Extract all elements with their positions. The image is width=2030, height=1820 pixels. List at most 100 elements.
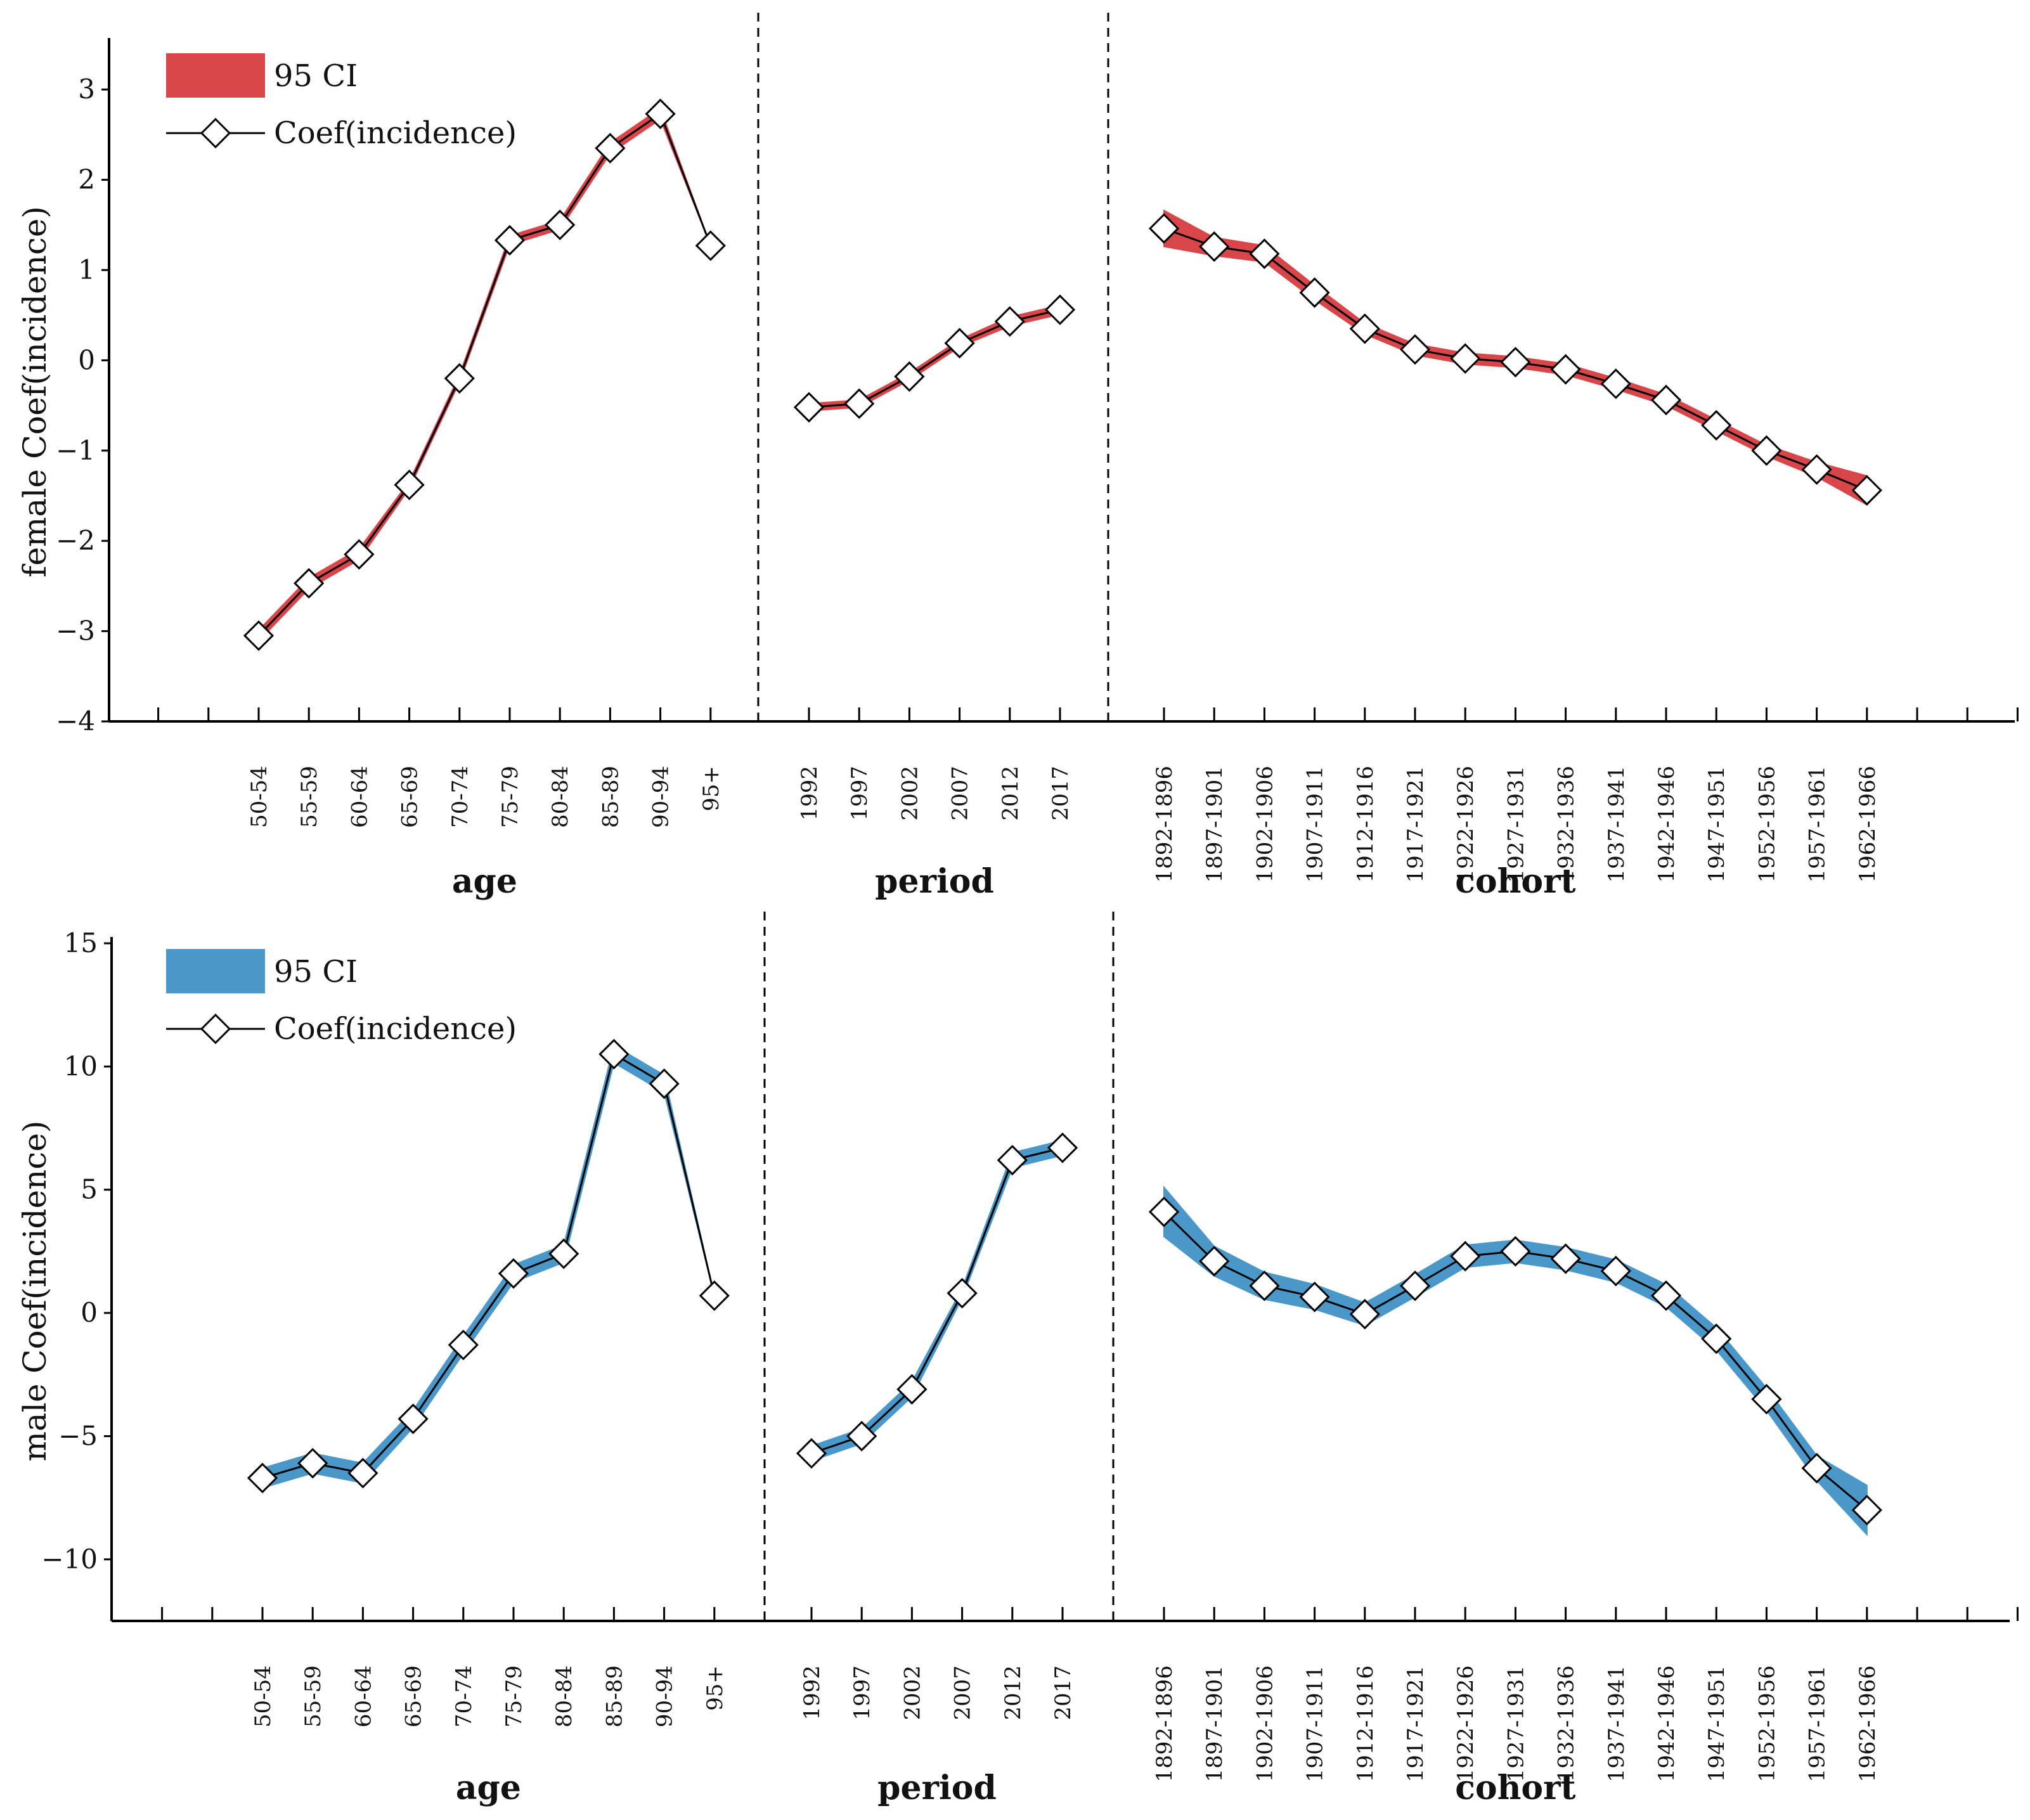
data-point-marker bbox=[645, 98, 676, 129]
data-point-marker bbox=[598, 1038, 630, 1070]
x-tick-label: 50-54 bbox=[247, 766, 272, 828]
y-axis-title: female Coef(incidence) bbox=[16, 206, 53, 578]
data-point-marker bbox=[844, 388, 875, 419]
legend: 95 CI Coef(incidence) bbox=[166, 53, 517, 151]
x-tick-label: 70-74 bbox=[451, 1665, 477, 1727]
data-point-marker bbox=[1851, 1494, 1882, 1526]
x-tick-label: 1907-1911 bbox=[1303, 766, 1328, 883]
data-point-marker bbox=[1600, 368, 1631, 399]
data-point-marker bbox=[1450, 1241, 1481, 1272]
legend-ci-label: 95 CI bbox=[274, 954, 358, 990]
data-point-marker bbox=[498, 1258, 529, 1289]
data-point-marker bbox=[896, 1374, 928, 1405]
x-tick-label: 1922-1926 bbox=[1453, 1665, 1478, 1783]
data-point-marker bbox=[793, 392, 825, 423]
data-point-marker bbox=[1500, 347, 1531, 378]
x-tick-label: 1997 bbox=[850, 1665, 875, 1720]
data-point-marker bbox=[1600, 1255, 1631, 1287]
legend: 95 CI Coef(incidence) bbox=[166, 949, 517, 1047]
y-tick-label: 3 bbox=[78, 74, 95, 105]
x-tick-label: 1912-1916 bbox=[1353, 1665, 1378, 1783]
data-point-marker bbox=[1851, 475, 1882, 506]
y-tick-label: −3 bbox=[56, 616, 95, 647]
y-tick-label: −2 bbox=[56, 525, 95, 556]
data-point-marker bbox=[1399, 334, 1431, 365]
data-point-marker bbox=[695, 230, 726, 261]
x-tick-label: 2002 bbox=[900, 1665, 925, 1720]
data-point-marker bbox=[1751, 1384, 1782, 1415]
legend-line-label: Coef(incidence) bbox=[274, 115, 517, 151]
data-point-marker bbox=[297, 1448, 328, 1479]
y-tick-label: 2 bbox=[78, 164, 95, 195]
x-tick-label: 1957-1961 bbox=[1805, 766, 1830, 883]
y-tick-label: −1 bbox=[56, 435, 95, 466]
x-tick-label: 2002 bbox=[897, 766, 922, 821]
data-point-marker bbox=[846, 1421, 877, 1452]
x-tick-label: 65-69 bbox=[398, 766, 423, 828]
x-tick-label: 1917-1921 bbox=[1403, 1665, 1428, 1783]
x-tick-label: 75-79 bbox=[501, 1665, 527, 1727]
age-group: 50-54 55-59 60-64 65-69 70-74 75-79 80-84 85-89… bbox=[157, 98, 726, 901]
data-point-marker bbox=[1550, 1243, 1581, 1274]
y-tick-label: 10 bbox=[64, 1050, 98, 1081]
data-point-marker bbox=[947, 1277, 978, 1309]
x-tick-label: 1947-1951 bbox=[1704, 1665, 1729, 1783]
x-tick-label: 50-54 bbox=[250, 1665, 276, 1727]
age-group: 50-54 55-59 60-64 65-69 70-74 75-79 80-84 85-89… bbox=[161, 1038, 730, 1807]
data-point-marker bbox=[247, 1462, 278, 1494]
x-tick-label: 85-89 bbox=[598, 766, 623, 828]
data-point-marker bbox=[1044, 294, 1076, 325]
data-point-marker bbox=[1801, 1452, 1832, 1484]
male-panel: 15 10 5 0 −5 −10 male Coef(incidence) 50-54 55-5… bbox=[16, 912, 2019, 1807]
y-tick-label: 15 bbox=[64, 927, 98, 958]
x-tick-label: 95+ bbox=[699, 766, 724, 811]
data-point-marker bbox=[448, 1329, 479, 1360]
y-tick-label: 0 bbox=[81, 1297, 98, 1328]
data-point-marker bbox=[243, 620, 275, 651]
x-tick-label: 1912-1916 bbox=[1353, 766, 1378, 883]
x-tick-label: 1957-1961 bbox=[1805, 1665, 1830, 1783]
x-tick-label: 1962-1966 bbox=[1855, 1665, 1880, 1783]
data-point-marker bbox=[997, 1144, 1028, 1176]
x-tick-label: 55-59 bbox=[297, 766, 322, 828]
x-tick-label: 2007 bbox=[950, 1665, 976, 1720]
legend-marker bbox=[200, 1013, 231, 1045]
x-tick-label: 70-74 bbox=[448, 766, 473, 828]
data-point-marker bbox=[444, 363, 475, 394]
data-point-marker bbox=[1047, 1132, 1078, 1163]
x-tick-label: 60-64 bbox=[347, 766, 372, 828]
data-point-marker bbox=[1199, 231, 1230, 262]
y-tick-label: −4 bbox=[56, 706, 95, 737]
x-tick-label: 85-89 bbox=[602, 1665, 627, 1727]
data-point-marker bbox=[1299, 277, 1330, 308]
x-tick-label: 2017 bbox=[1051, 1665, 1076, 1720]
y-axis-title: male Coef(incidence) bbox=[16, 1121, 53, 1462]
data-point-marker bbox=[595, 132, 626, 164]
period-group: 1992 1997 2002 2007 2012 2017 period bbox=[796, 1132, 1078, 1807]
x-tick-label: 90-94 bbox=[649, 766, 674, 828]
x-tick-label: 1927-1931 bbox=[1503, 1665, 1529, 1783]
coef-line bbox=[262, 1052, 716, 1479]
group-label-cohort: cohort bbox=[1455, 862, 1575, 901]
x-tick-label: 1937-1941 bbox=[1604, 1665, 1629, 1783]
data-point-marker bbox=[394, 469, 425, 501]
x-tick-label: 1937-1941 bbox=[1604, 766, 1629, 883]
x-tick-label: 1907-1911 bbox=[1303, 1665, 1328, 1783]
x-tick-label: 60-64 bbox=[351, 1665, 376, 1727]
legend-line-label: Coef(incidence) bbox=[274, 1011, 517, 1047]
x-tick-label: 2017 bbox=[1048, 766, 1073, 821]
ci-band bbox=[262, 1044, 715, 1489]
x-tick-label: 2012 bbox=[998, 766, 1023, 821]
data-point-marker bbox=[1249, 1270, 1280, 1301]
y-tick-label: 0 bbox=[78, 344, 95, 375]
x-tick-label: 75-79 bbox=[498, 766, 523, 828]
legend-ci-label: 95 CI bbox=[274, 58, 358, 94]
x-tick-label: 1992 bbox=[797, 766, 822, 821]
data-point-marker bbox=[1751, 435, 1782, 466]
x-tick-label: 1897-1901 bbox=[1202, 766, 1227, 883]
y-tick-label: −5 bbox=[58, 1420, 98, 1451]
data-point-marker bbox=[1500, 1236, 1531, 1267]
data-point-marker bbox=[649, 1068, 680, 1099]
data-point-marker bbox=[1249, 238, 1280, 269]
